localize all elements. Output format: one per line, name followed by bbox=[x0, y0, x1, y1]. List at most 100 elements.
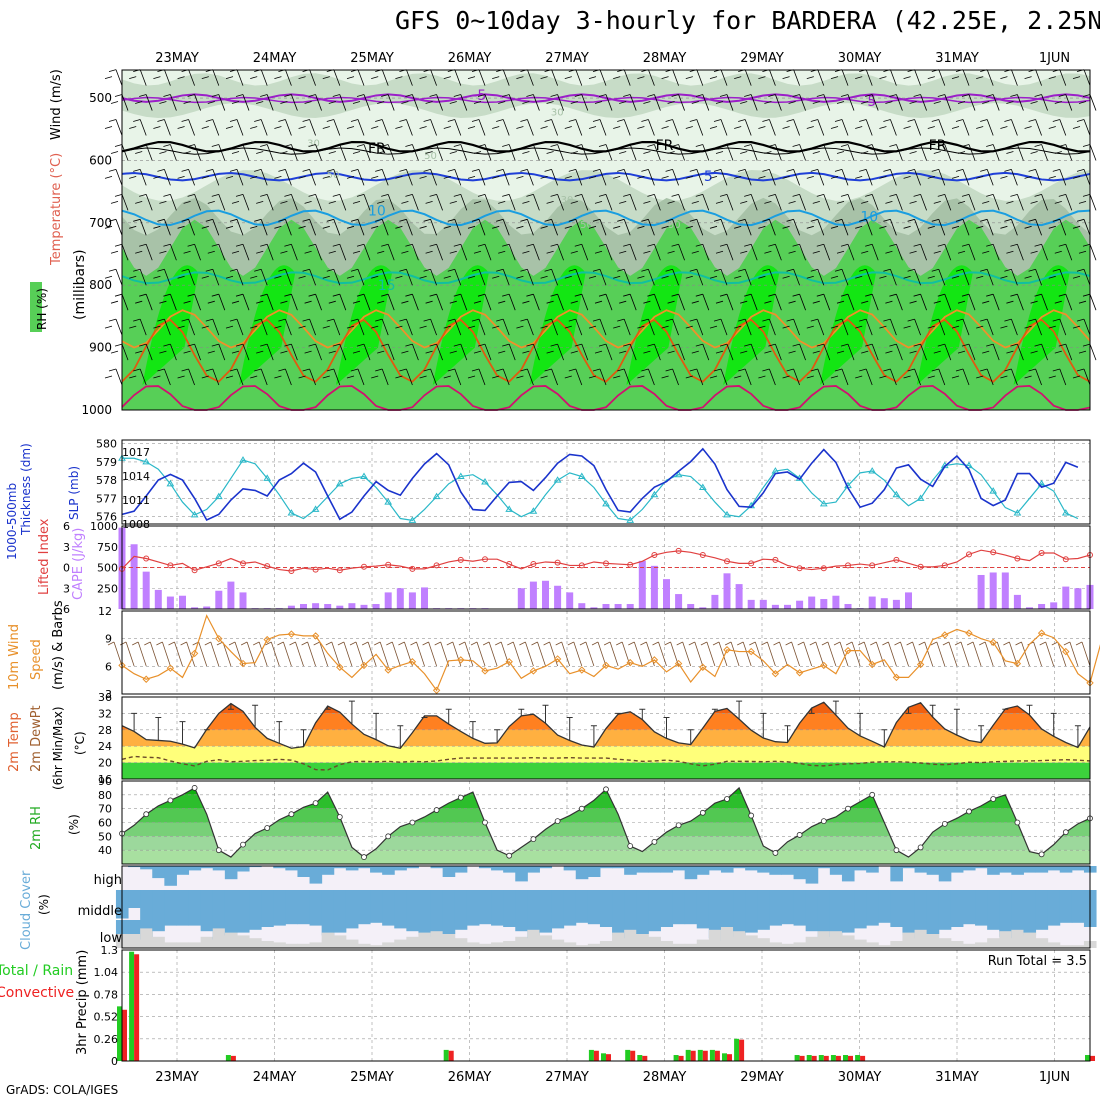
temp-whisker bbox=[687, 729, 694, 745]
wind-barb bbox=[177, 318, 195, 336]
wind-barb bbox=[135, 343, 153, 361]
rh-fill-band bbox=[122, 850, 1090, 864]
temp-tick-label: 20 bbox=[98, 757, 112, 770]
cloud-high-bar bbox=[938, 866, 952, 882]
cloud-middle-bar bbox=[454, 890, 468, 920]
cloud-middle-bar bbox=[926, 890, 940, 920]
wind-barb bbox=[540, 268, 558, 286]
rh-band-bright bbox=[529, 265, 586, 386]
wind-barb bbox=[982, 193, 1000, 211]
lifted-index-point bbox=[603, 560, 609, 567]
wind-axis-label-1: 10m Wind bbox=[7, 624, 22, 690]
precip-total-bar bbox=[117, 1006, 122, 1061]
wind-barb bbox=[419, 368, 437, 386]
wind-barb bbox=[812, 144, 831, 161]
wind-barb bbox=[879, 368, 897, 386]
wind-barb bbox=[546, 193, 564, 211]
rh-axis-label: 2m RH bbox=[29, 806, 44, 850]
cloud-low-fill bbox=[1023, 932, 1037, 948]
wind-barb bbox=[588, 318, 607, 336]
wind-barb bbox=[909, 193, 927, 211]
wind-barb bbox=[588, 169, 607, 186]
wind-barb bbox=[449, 343, 468, 361]
wind-barb bbox=[764, 193, 782, 211]
wind-barb bbox=[374, 641, 389, 667]
cloud-low-fill bbox=[938, 938, 952, 948]
wind-barb bbox=[1048, 318, 1067, 336]
wind-barb bbox=[183, 193, 201, 211]
wind-barb bbox=[1024, 268, 1042, 286]
wind-barb bbox=[110, 193, 129, 211]
contour-label: 10 bbox=[368, 203, 386, 219]
wind-barb bbox=[806, 318, 825, 336]
cloud-middle-bar bbox=[878, 890, 891, 920]
cape-bar bbox=[820, 599, 828, 609]
temp-fill-band bbox=[122, 762, 1090, 779]
wind-barb bbox=[812, 243, 831, 261]
wind-barb bbox=[201, 119, 220, 136]
wind-barb bbox=[516, 218, 534, 236]
wind-barb bbox=[207, 193, 226, 211]
wind-barb bbox=[540, 218, 558, 236]
cloud-low-bar bbox=[781, 920, 795, 925]
rh-axis-label: RH (%) bbox=[35, 288, 49, 330]
cape-bar bbox=[771, 604, 779, 609]
wind-barb bbox=[564, 368, 583, 386]
wind-barb bbox=[821, 641, 837, 667]
cloud-low-bar bbox=[854, 920, 867, 929]
cloud-low-fill bbox=[720, 927, 734, 948]
precip-total-bar bbox=[855, 1055, 861, 1061]
wind-barb bbox=[177, 169, 195, 186]
cape-bar bbox=[312, 603, 320, 609]
wind-barb bbox=[371, 119, 389, 136]
wind-speed-point bbox=[723, 646, 731, 654]
wind-barb bbox=[734, 318, 752, 336]
pressure-tick-label: 800 bbox=[89, 278, 112, 292]
wind-barb bbox=[909, 343, 927, 361]
cloud-middle-bar bbox=[757, 890, 770, 920]
wind-barb bbox=[401, 243, 419, 261]
wind-barb bbox=[667, 243, 685, 261]
wind-barb bbox=[346, 368, 365, 386]
cloud-low-fill bbox=[854, 939, 867, 948]
cloud-middle-bar bbox=[430, 890, 444, 920]
wind-barb bbox=[594, 243, 613, 261]
wind-barb bbox=[540, 368, 558, 386]
slp-panel-frame bbox=[121, 439, 1091, 525]
wind-barb bbox=[274, 368, 292, 386]
cloud-low-fill bbox=[612, 932, 625, 948]
wind-barb bbox=[443, 169, 462, 186]
precip-tick-label: 0.78 bbox=[94, 988, 119, 1001]
wind-barb bbox=[274, 318, 292, 336]
cloud-low-fill bbox=[733, 931, 746, 948]
cape-bar bbox=[638, 560, 646, 609]
lifted-index-point bbox=[530, 561, 537, 568]
wind-barb bbox=[153, 119, 171, 136]
wind-barb bbox=[715, 343, 734, 361]
wind-speed-point bbox=[747, 647, 755, 656]
cloud-middle-bar bbox=[418, 890, 432, 920]
cape-bar bbox=[166, 596, 174, 609]
wind-barb bbox=[298, 368, 316, 386]
wind-barb bbox=[758, 368, 776, 386]
wind-barb bbox=[806, 218, 825, 236]
rh-point bbox=[385, 833, 392, 840]
thickness-point bbox=[287, 509, 296, 516]
rh-band-bright bbox=[723, 265, 780, 386]
cloud-low-fill bbox=[454, 938, 468, 948]
temp-whisker bbox=[760, 712, 767, 738]
cloud-high-bar bbox=[902, 866, 916, 869]
wind-barb bbox=[352, 243, 371, 261]
wind-barb bbox=[740, 343, 758, 361]
wind-barb bbox=[951, 119, 970, 136]
temp-whisker bbox=[324, 706, 331, 710]
cloud-middle-bar bbox=[164, 890, 177, 920]
cloud-high-bar bbox=[515, 866, 528, 882]
wind-barb bbox=[401, 144, 419, 161]
wind-barb bbox=[522, 94, 540, 111]
cloud-high-bar bbox=[720, 866, 734, 873]
wind-barb bbox=[1006, 343, 1024, 361]
pressure-tick-label: 900 bbox=[89, 341, 112, 355]
cloud-low-fill bbox=[466, 942, 480, 948]
wind-barb bbox=[516, 169, 534, 186]
